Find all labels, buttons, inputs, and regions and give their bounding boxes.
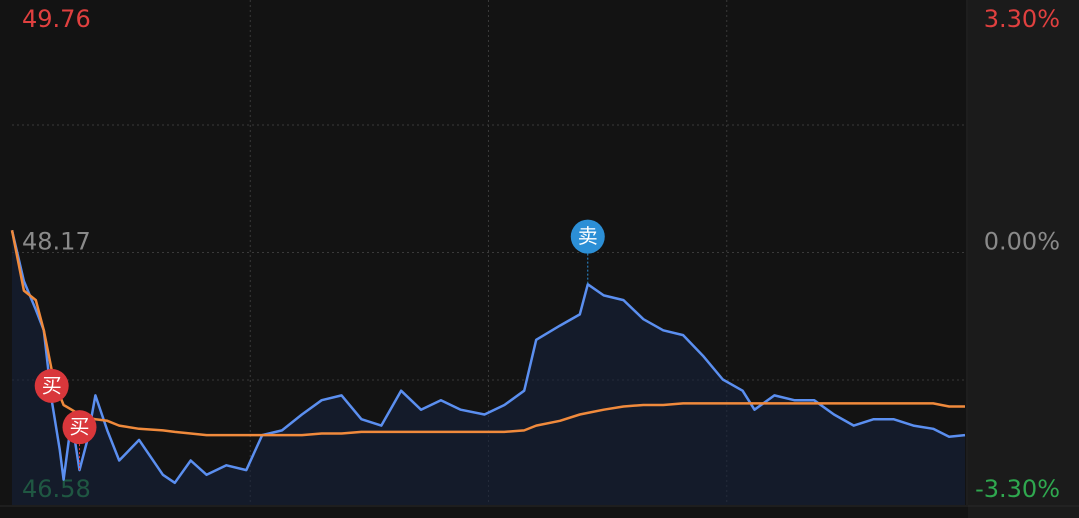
- y-tick-label: 48.17: [22, 228, 91, 256]
- y2-tick-label: 0.00%: [984, 228, 1060, 256]
- right-panel: [968, 0, 1079, 518]
- area: [12, 230, 965, 506]
- signal-label: 买: [42, 373, 62, 397]
- y2-tick-label: -3.30%: [975, 475, 1060, 503]
- signal-marker: [34, 368, 69, 403]
- signal-label: 买: [70, 415, 90, 439]
- signal-marker: [570, 219, 605, 254]
- y2-tick-label: 3.30%: [984, 5, 1060, 33]
- signal-label: 卖: [578, 224, 598, 248]
- y-tick-label: 49.76: [22, 5, 91, 33]
- signal-marker: [62, 410, 97, 445]
